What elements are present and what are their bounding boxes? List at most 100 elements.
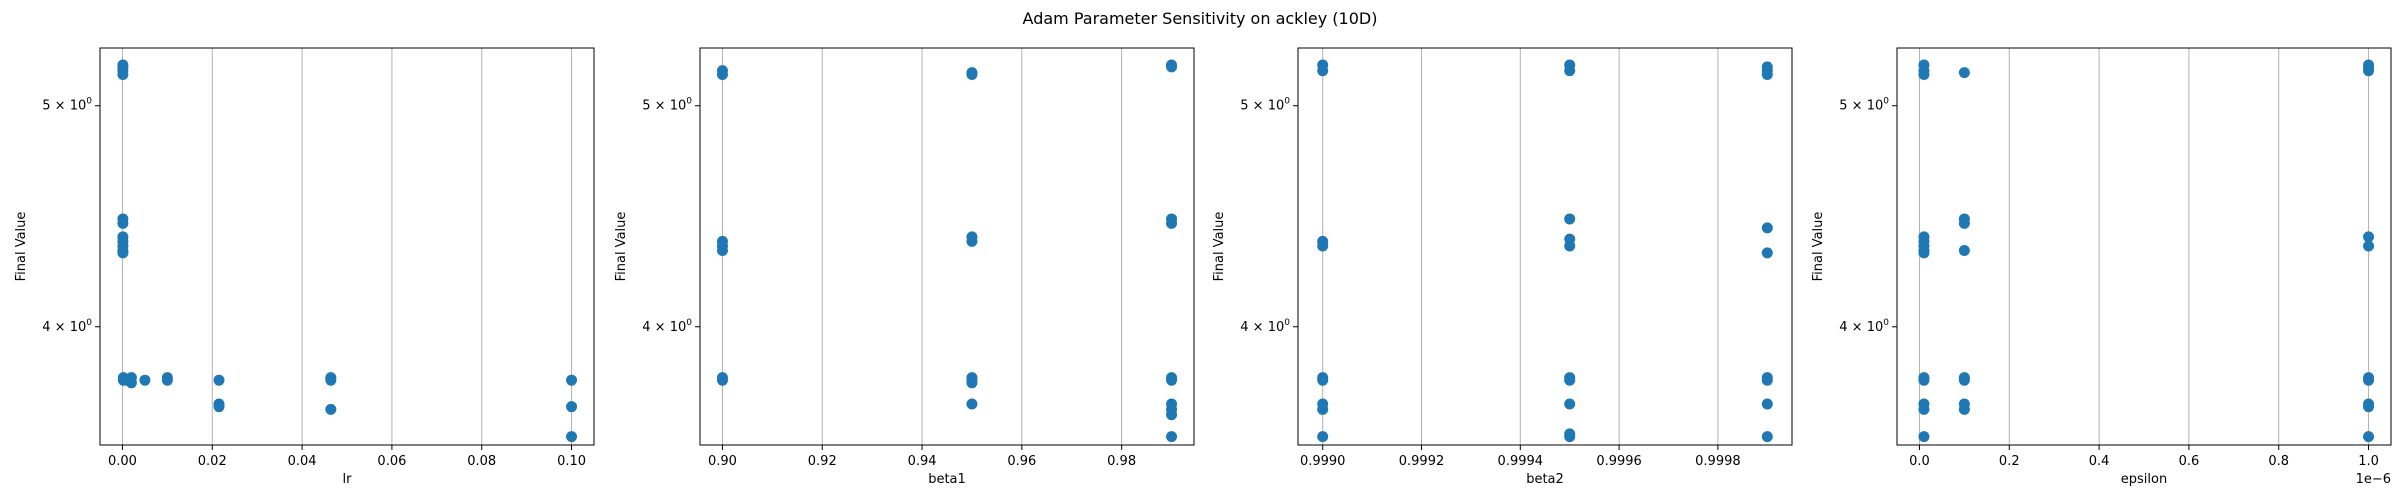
data-point: [716, 374, 728, 386]
y-tick-label-exponent: 0: [86, 97, 92, 107]
y-axis-label: Final Value: [1212, 212, 1227, 282]
data-point: [139, 374, 151, 386]
y-tick-label: 5 × 100: [42, 97, 92, 114]
data-point: [1166, 431, 1178, 443]
y-tick-label: 4 × 100: [1839, 318, 1889, 335]
data-point: [1761, 398, 1773, 410]
y-tick-label-base: 4 × 10: [642, 320, 686, 335]
data-point: [1761, 247, 1773, 259]
data-point: [566, 431, 578, 443]
y-tick-label-base: 4 × 10: [42, 320, 86, 335]
y-tick-label-base: 4 × 10: [1240, 320, 1284, 335]
data-point: [2363, 240, 2375, 252]
data-point: [1166, 409, 1178, 421]
axes-frame: [99, 47, 595, 446]
data-point: [1918, 403, 1930, 415]
data-point: [1166, 61, 1178, 73]
data-point: [1564, 65, 1576, 77]
x-tick-label: 0.92: [808, 454, 837, 469]
x-axis-label: epsilon: [2121, 472, 2167, 487]
data-point: [966, 235, 978, 247]
data-point: [1958, 374, 1970, 386]
x-tick-label: 0.6: [2179, 454, 2200, 469]
data-point: [1918, 247, 1930, 259]
x-tick-label: 0.00: [108, 454, 137, 469]
y-axis-label: Final Value: [14, 212, 29, 282]
y-tick-label-exponent: 0: [686, 97, 692, 107]
data-point: [1761, 222, 1773, 234]
data-point: [1958, 217, 1970, 229]
x-tick-label: 0.06: [377, 454, 406, 469]
x-tick-label: 0.04: [288, 454, 317, 469]
axes-frame: [699, 47, 1195, 446]
data-point: [966, 69, 978, 81]
data-point: [1958, 67, 1970, 79]
y-tick-label-exponent: 0: [686, 318, 692, 328]
axes-frame: [1896, 47, 2392, 446]
data-point: [1958, 245, 1970, 257]
y-axis-label: Final Value: [614, 212, 629, 282]
x-tick-label: 0.02: [198, 454, 227, 469]
data-point: [1317, 240, 1329, 252]
data-point: [2363, 65, 2375, 77]
data-point: [117, 59, 129, 71]
data-point: [2363, 431, 2375, 443]
data-point: [566, 401, 578, 413]
data-point: [1317, 403, 1329, 415]
data-point: [1918, 374, 1930, 386]
y-tick-label-base: 5 × 10: [1240, 99, 1284, 114]
data-point: [1564, 431, 1576, 443]
x-tick-label: 0.9992: [1399, 454, 1445, 469]
data-point: [1564, 398, 1576, 410]
y-tick-label-exponent: 0: [1284, 318, 1290, 328]
data-point: [1564, 374, 1576, 386]
x-tick-label: 0.08: [467, 454, 496, 469]
x-tick-label: 0.9996: [1596, 454, 1642, 469]
axes-frame: [1297, 47, 1793, 446]
y-tick-label-exponent: 0: [1284, 97, 1290, 107]
data-point: [117, 69, 129, 81]
x-tick-label: 0.96: [1007, 454, 1036, 469]
x-tick-label: 0.98: [1107, 454, 1136, 469]
data-point: [213, 401, 225, 413]
x-offset-label: 1e−6: [2356, 472, 2391, 487]
data-point: [1317, 374, 1329, 386]
data-point: [125, 377, 137, 389]
x-tick-label: 0.90: [708, 454, 737, 469]
x-axis-label: beta2: [1526, 472, 1564, 487]
y-tick-label: 4 × 100: [642, 318, 692, 335]
data-point: [213, 374, 225, 386]
data-point: [117, 247, 129, 259]
x-tick-label: 0.10: [557, 454, 586, 469]
x-tick-label: 0.0: [1909, 454, 1930, 469]
y-tick-label-exponent: 0: [1883, 318, 1889, 328]
data-point: [117, 217, 129, 229]
x-axis-label: beta1: [928, 472, 966, 487]
data-point: [2363, 401, 2375, 413]
data-point: [1918, 69, 1930, 81]
data-point: [966, 377, 978, 389]
data-point: [1564, 213, 1576, 225]
data-point: [2363, 374, 2375, 386]
y-tick-label: 5 × 100: [1839, 97, 1889, 114]
y-tick-label-base: 5 × 10: [642, 99, 686, 114]
data-point: [1317, 431, 1329, 443]
data-point: [966, 398, 978, 410]
data-point: [2363, 231, 2375, 243]
y-tick-label-base: 5 × 10: [1839, 99, 1883, 114]
data-point: [1761, 431, 1773, 443]
data-point: [716, 69, 728, 81]
x-tick-label: 1.0: [2358, 454, 2379, 469]
x-tick-label: 0.8: [2268, 454, 2289, 469]
data-point: [1918, 431, 1930, 443]
y-axis-label: Final Value: [1811, 212, 1826, 282]
x-tick-label: 0.4: [2089, 454, 2110, 469]
figure-title: Adam Parameter Sensitivity on ackley (10…: [1023, 9, 1378, 28]
x-tick-label: 0.9990: [1300, 454, 1346, 469]
x-tick-label: 0.94: [908, 454, 937, 469]
